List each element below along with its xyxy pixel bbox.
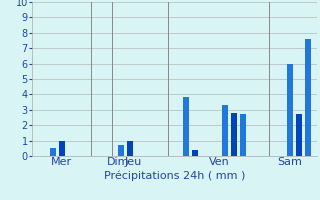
Bar — [192, 150, 198, 156]
X-axis label: Précipitations 24h ( mm ): Précipitations 24h ( mm ) — [104, 170, 245, 181]
Bar — [59, 141, 65, 156]
Bar — [183, 97, 189, 156]
Bar — [240, 114, 246, 156]
Bar — [305, 39, 311, 156]
Bar — [118, 145, 124, 156]
Bar — [287, 64, 293, 156]
Bar — [231, 113, 237, 156]
Bar — [222, 105, 228, 156]
Bar — [127, 141, 133, 156]
Bar — [296, 114, 302, 156]
Bar — [50, 148, 56, 156]
